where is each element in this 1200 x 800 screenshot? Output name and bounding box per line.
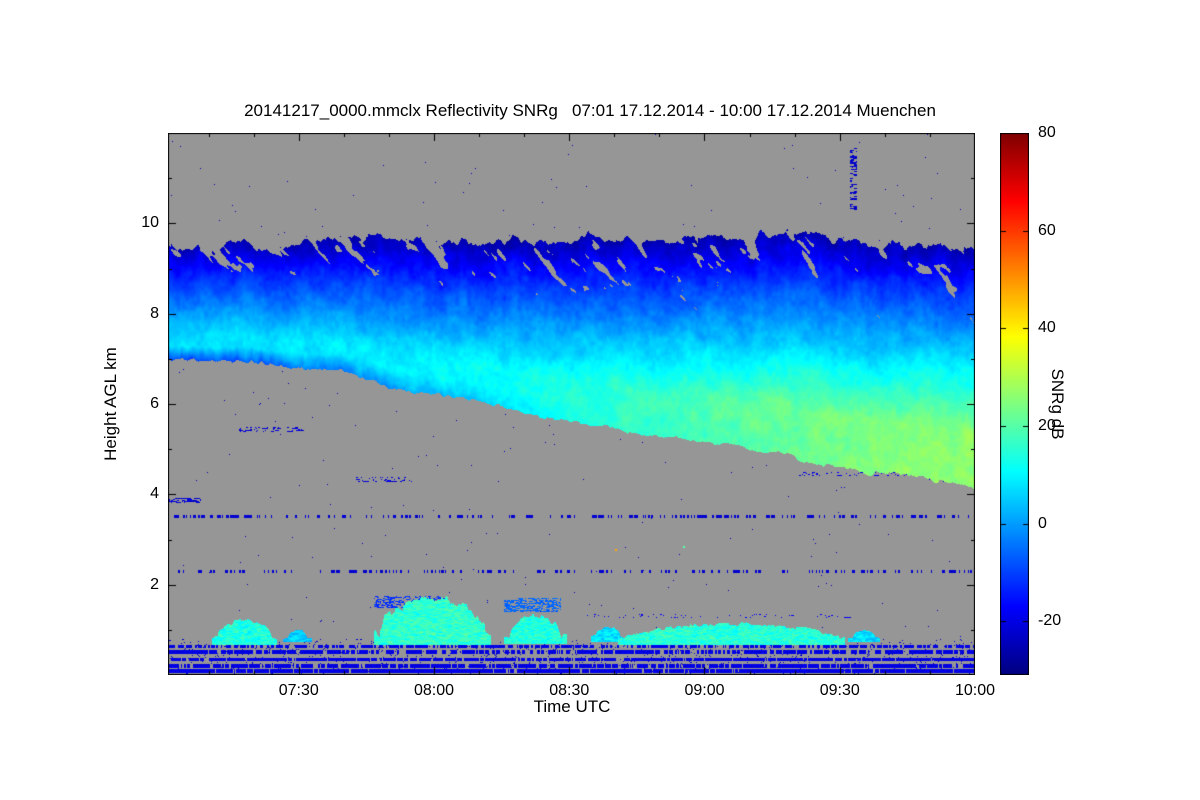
colorbar-tick-label: 80 xyxy=(1038,124,1056,141)
y-tick-label: 10 xyxy=(141,214,159,232)
y-tick-label: 4 xyxy=(150,485,159,503)
colorbar-tick-label: -20 xyxy=(1038,612,1062,630)
chart-title: 20141217_0000.mmclx Reflectivity SNRg 07… xyxy=(244,101,936,120)
colorbar-tick-label: 0 xyxy=(1038,514,1047,532)
y-tick-label: 6 xyxy=(150,395,159,412)
colorbar-canvas xyxy=(1000,133,1029,675)
x-tick-label: 09:00 xyxy=(684,682,725,699)
x-axis-label: Time UTC xyxy=(533,697,611,716)
x-tick-label: 09:30 xyxy=(819,682,860,699)
y-tick-label: 8 xyxy=(150,304,159,322)
colorbar-tick-label: 40 xyxy=(1038,319,1056,337)
colorbar-tick-label: 60 xyxy=(1038,221,1056,239)
y-tick-label: 2 xyxy=(150,575,159,593)
colorbar-label: SNRg dB xyxy=(1048,368,1067,440)
x-tick-label: 07:30 xyxy=(278,682,319,699)
x-tick-label: 08:00 xyxy=(413,682,455,699)
colorbar-tick-label: 20 xyxy=(1038,416,1056,434)
x-tick-label: 08:30 xyxy=(549,682,590,699)
heatmap-canvas xyxy=(168,133,975,675)
y-axis-label: Height AGL km xyxy=(101,347,120,461)
x-tick-label: 10:00 xyxy=(954,682,996,699)
